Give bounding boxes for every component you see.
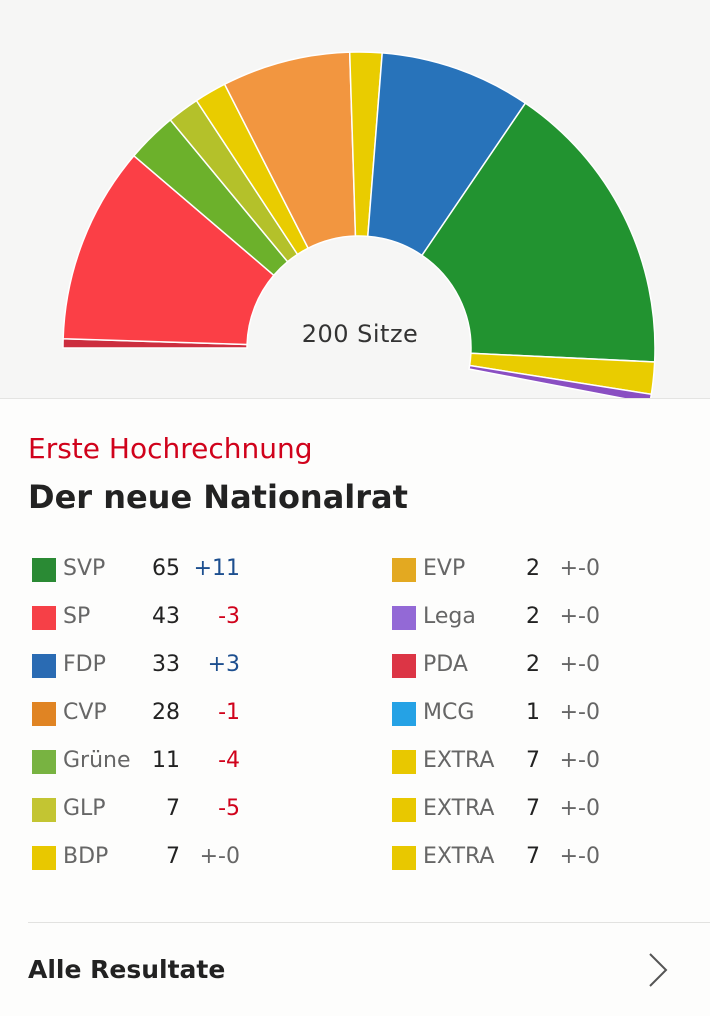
- color-swatch: [392, 654, 416, 678]
- party-seats: 2: [526, 604, 540, 629]
- seat-change: +-0: [559, 604, 600, 629]
- color-swatch: [32, 750, 56, 774]
- color-swatch: [32, 846, 56, 870]
- seat-change: +-0: [559, 652, 600, 677]
- legend-row-pda: PDA 2 +-0: [392, 642, 710, 690]
- legend-row-mcg: MCG 1 +-0: [392, 690, 710, 738]
- legend-row-extra: EXTRA 7 +-0: [392, 786, 710, 834]
- seat-change: +-0: [559, 700, 600, 725]
- seat-change: +-0: [199, 844, 240, 869]
- party-seats: 2: [526, 556, 540, 581]
- color-swatch: [392, 750, 416, 774]
- footer-divider: [28, 922, 710, 923]
- seat-change: -1: [218, 700, 240, 725]
- party-name: BDP: [63, 844, 109, 869]
- legend-row-gruene: Grüne 11 -4: [32, 738, 362, 786]
- color-swatch: [392, 606, 416, 630]
- party-name: CVP: [63, 700, 107, 725]
- seat-change: -4: [218, 748, 240, 773]
- seat-segment-sp: [62, 154, 275, 346]
- party-seats: 7: [526, 748, 540, 773]
- party-seats: 11: [152, 748, 180, 773]
- party-seats: 7: [526, 844, 540, 869]
- chevron-right-icon: [649, 953, 668, 987]
- color-swatch: [32, 798, 56, 822]
- party-name: EVP: [423, 556, 466, 581]
- total-seats-label: 200 Sitze: [301, 320, 419, 348]
- party-name: SP: [63, 604, 91, 629]
- legend-row-fdp: FDP 33 +3: [32, 642, 362, 690]
- color-swatch: [392, 558, 416, 582]
- legend-row-cvp: CVP 28 -1: [32, 690, 362, 738]
- legend-row-glp: GLP 7 -5: [32, 786, 362, 834]
- seat-change: +-0: [559, 844, 600, 869]
- seat-change: +11: [193, 556, 240, 581]
- party-name: GLP: [63, 796, 106, 821]
- color-swatch: [392, 846, 416, 870]
- party-name: MCG: [423, 700, 475, 725]
- seat-change: +-0: [559, 556, 600, 581]
- party-name: SVP: [63, 556, 106, 581]
- party-name: PDA: [423, 652, 468, 677]
- color-swatch: [32, 702, 56, 726]
- legend-column-right: EVP 2 +-0 Lega 2 +-0 PDA 2 +-0 MCG 1 +-0…: [392, 546, 710, 882]
- color-swatch: [392, 798, 416, 822]
- party-name: EXTRA: [423, 748, 495, 773]
- legend-column-left: SVP 65 +11 SP 43 -3 FDP 33 +3 CVP 28 -1 …: [32, 546, 362, 882]
- party-name: Grüne: [63, 748, 131, 773]
- party-seats: 2: [526, 652, 540, 677]
- legend-row-extra: EXTRA 7 +-0: [392, 738, 710, 786]
- party-seats: 7: [166, 796, 180, 821]
- party-name: EXTRA: [423, 844, 495, 869]
- legend-row-sp: SP 43 -3: [32, 594, 362, 642]
- legend-row-svp: SVP 65 +11: [32, 546, 362, 594]
- party-seats: 43: [152, 604, 180, 629]
- party-seats: 65: [152, 556, 180, 581]
- party-seats: 7: [166, 844, 180, 869]
- legend-row-evp: EVP 2 +-0: [392, 546, 710, 594]
- legend-row-lega: Lega 2 +-0: [392, 594, 710, 642]
- all-results-label: Alle Resultate: [28, 955, 226, 984]
- seat-change: +-0: [559, 796, 600, 821]
- all-results-link[interactable]: Alle Resultate: [0, 923, 710, 1016]
- party-name: EXTRA: [423, 796, 495, 821]
- legend-row-extra: EXTRA 7 +-0: [392, 834, 710, 882]
- color-swatch: [32, 654, 56, 678]
- party-seats: 28: [152, 700, 180, 725]
- legend-row-bdp: BDP 7 +-0: [32, 834, 362, 882]
- seat-chart-area: 200 Sitze: [0, 0, 710, 399]
- seat-change: -5: [218, 796, 240, 821]
- seat-segment-svp: [420, 102, 656, 363]
- hemicycle-chart: [62, 51, 656, 398]
- party-seats: 1: [526, 700, 540, 725]
- seat-change: -3: [218, 604, 240, 629]
- party-name: Lega: [423, 604, 476, 629]
- seat-change: +-0: [559, 748, 600, 773]
- result-status: Erste Hochrechnung: [28, 432, 313, 465]
- page-title: Der neue Nationalrat: [28, 478, 408, 516]
- color-swatch: [32, 558, 56, 582]
- party-name: FDP: [63, 652, 106, 677]
- party-seats: 33: [152, 652, 180, 677]
- color-swatch: [32, 606, 56, 630]
- seat-segment-lega: [468, 364, 653, 398]
- party-seats: 7: [526, 796, 540, 821]
- color-swatch: [392, 702, 416, 726]
- seat-change: +3: [207, 652, 240, 677]
